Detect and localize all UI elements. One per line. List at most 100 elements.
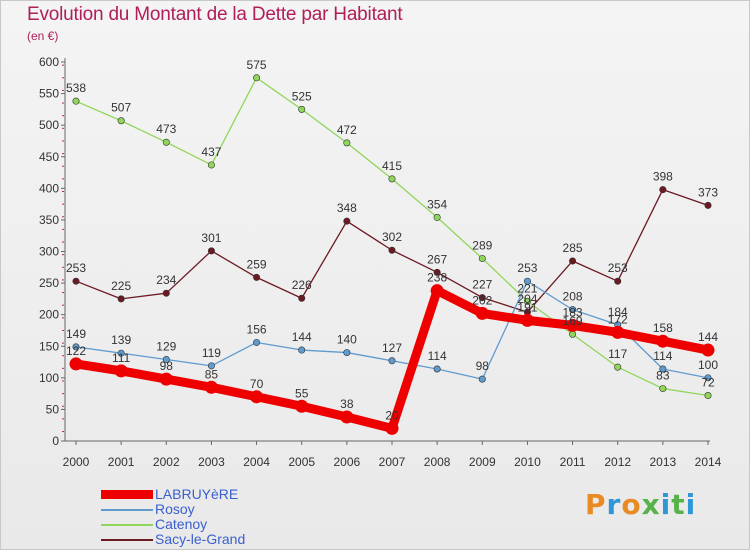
data-label-rosoy: 129 xyxy=(156,340,176,354)
x-tick-label: 2010 xyxy=(514,455,541,469)
data-label-rosoy: 140 xyxy=(337,333,357,347)
y-tick-label: 450 xyxy=(39,150,59,164)
data-label-rosoy: 253 xyxy=(517,261,537,275)
data-label-catenoy: 72 xyxy=(701,376,715,390)
legend-item-rosoy: Rosoy xyxy=(101,502,245,517)
data-point-sacy-le-grand xyxy=(207,247,215,255)
x-tick-label: 2012 xyxy=(604,455,631,469)
data-point-catenoy xyxy=(253,74,261,82)
x-tick-label: 2007 xyxy=(379,455,406,469)
data-point-catenoy xyxy=(704,392,712,400)
x-tick-label: 2014 xyxy=(695,455,722,469)
data-label-sacy-le-grand: 302 xyxy=(382,230,402,244)
data-label-labruy-re: 98 xyxy=(160,359,174,373)
data-point-labruy-re xyxy=(69,357,83,371)
data-point-labruy-re xyxy=(204,380,218,394)
data-point-sacy-le-grand xyxy=(569,257,577,265)
data-point-labruy-re xyxy=(656,334,670,348)
data-label-labruy-re: 38 xyxy=(340,397,354,411)
data-label-labruy-re: 158 xyxy=(653,321,673,335)
data-point-sacy-le-grand xyxy=(433,268,441,276)
chart-title: Evolution du Montant de la Dette par Hab… xyxy=(27,4,403,25)
data-point-sacy-le-grand xyxy=(253,273,261,281)
x-tick-label: 2011 xyxy=(560,455,586,469)
data-point-rosoy xyxy=(207,362,215,370)
data-point-rosoy xyxy=(569,306,577,314)
chart-legend: LABRUYèRE Rosoy Catenoy Sacy-le-Grand xyxy=(101,487,245,547)
data-label-labruy-re: 238 xyxy=(427,271,447,285)
legend-swatch xyxy=(101,523,153,526)
data-label-labruy-re: 172 xyxy=(608,312,628,326)
data-label-rosoy: 208 xyxy=(563,290,583,304)
data-point-catenoy xyxy=(569,330,577,338)
data-label-sacy-le-grand: 259 xyxy=(247,257,267,271)
data-label-catenoy: 289 xyxy=(472,238,492,252)
data-label-catenoy: 507 xyxy=(111,101,131,115)
y-tick-label: 350 xyxy=(39,213,59,227)
data-point-rosoy xyxy=(72,343,80,351)
data-point-labruy-re xyxy=(114,364,128,378)
legend-swatch xyxy=(101,490,153,499)
legend-label: Catenoy xyxy=(155,516,208,532)
data-point-labruy-re xyxy=(611,325,625,339)
data-label-catenoy: 538 xyxy=(66,81,86,95)
data-point-labruy-re xyxy=(475,306,489,320)
data-point-labruy-re xyxy=(385,421,399,435)
data-point-catenoy xyxy=(433,213,441,221)
data-label-catenoy: 83 xyxy=(656,369,670,383)
data-point-sacy-le-grand xyxy=(704,201,712,209)
legend-swatch xyxy=(101,538,153,541)
data-point-labruy-re xyxy=(520,313,534,327)
data-label-labruy-re: 55 xyxy=(295,386,309,400)
data-point-catenoy xyxy=(207,161,215,169)
data-point-catenoy xyxy=(162,138,170,146)
data-point-labruy-re xyxy=(340,410,354,424)
x-tick-label: 2000 xyxy=(63,455,90,469)
x-tick-label: 2002 xyxy=(153,455,180,469)
data-label-labruy-re: 202 xyxy=(472,293,492,307)
data-point-rosoy xyxy=(659,365,667,373)
y-tick-label: 150 xyxy=(39,339,59,353)
legend-label: Rosoy xyxy=(155,501,195,517)
y-tick-label: 0 xyxy=(52,434,59,448)
data-point-catenoy xyxy=(72,97,80,105)
data-label-rosoy: 98 xyxy=(476,359,490,373)
data-point-labruy-re xyxy=(566,318,580,332)
data-point-labruy-re xyxy=(701,343,715,357)
y-tick-label: 600 xyxy=(39,55,59,69)
data-point-labruy-re xyxy=(295,399,309,413)
data-point-sacy-le-grand xyxy=(478,294,486,302)
chart-unit-label: (en €) xyxy=(27,29,59,43)
data-point-rosoy xyxy=(162,356,170,364)
data-label-rosoy: 149 xyxy=(66,327,86,341)
data-label-labruy-re: 111 xyxy=(112,351,131,365)
y-tick-label: 500 xyxy=(39,118,59,132)
data-label-rosoy: 184 xyxy=(608,305,628,319)
data-point-rosoy xyxy=(523,277,531,285)
x-tick-label: 2003 xyxy=(198,455,225,469)
data-label-rosoy: 127 xyxy=(382,341,402,355)
legend-item-catenoy: Catenoy xyxy=(101,517,245,532)
legend-item-labruy-re: LABRUYèRE xyxy=(101,487,245,502)
data-label-catenoy: 473 xyxy=(156,122,176,136)
data-label-catenoy: 415 xyxy=(382,159,402,173)
y-tick-label: 300 xyxy=(39,245,59,259)
data-point-labruy-re xyxy=(250,390,264,404)
data-point-rosoy xyxy=(343,349,351,357)
data-point-rosoy xyxy=(704,374,712,382)
data-point-rosoy xyxy=(117,349,125,357)
y-tick-label: 400 xyxy=(39,181,59,195)
data-label-sacy-le-grand: 227 xyxy=(472,278,492,292)
data-label-sacy-le-grand: 204 xyxy=(517,292,537,306)
data-point-sacy-le-grand xyxy=(117,295,125,303)
data-label-sacy-le-grand: 267 xyxy=(427,252,447,266)
x-tick-label: 2001 xyxy=(108,455,135,469)
data-label-catenoy: 437 xyxy=(201,145,221,159)
x-tick-label: 2005 xyxy=(288,455,315,469)
data-label-sacy-le-grand: 225 xyxy=(111,279,131,293)
legend-label: LABRUYèRE xyxy=(155,486,239,502)
data-label-rosoy: 114 xyxy=(653,349,672,363)
data-point-sacy-le-grand xyxy=(72,277,80,285)
data-point-catenoy xyxy=(614,363,622,371)
